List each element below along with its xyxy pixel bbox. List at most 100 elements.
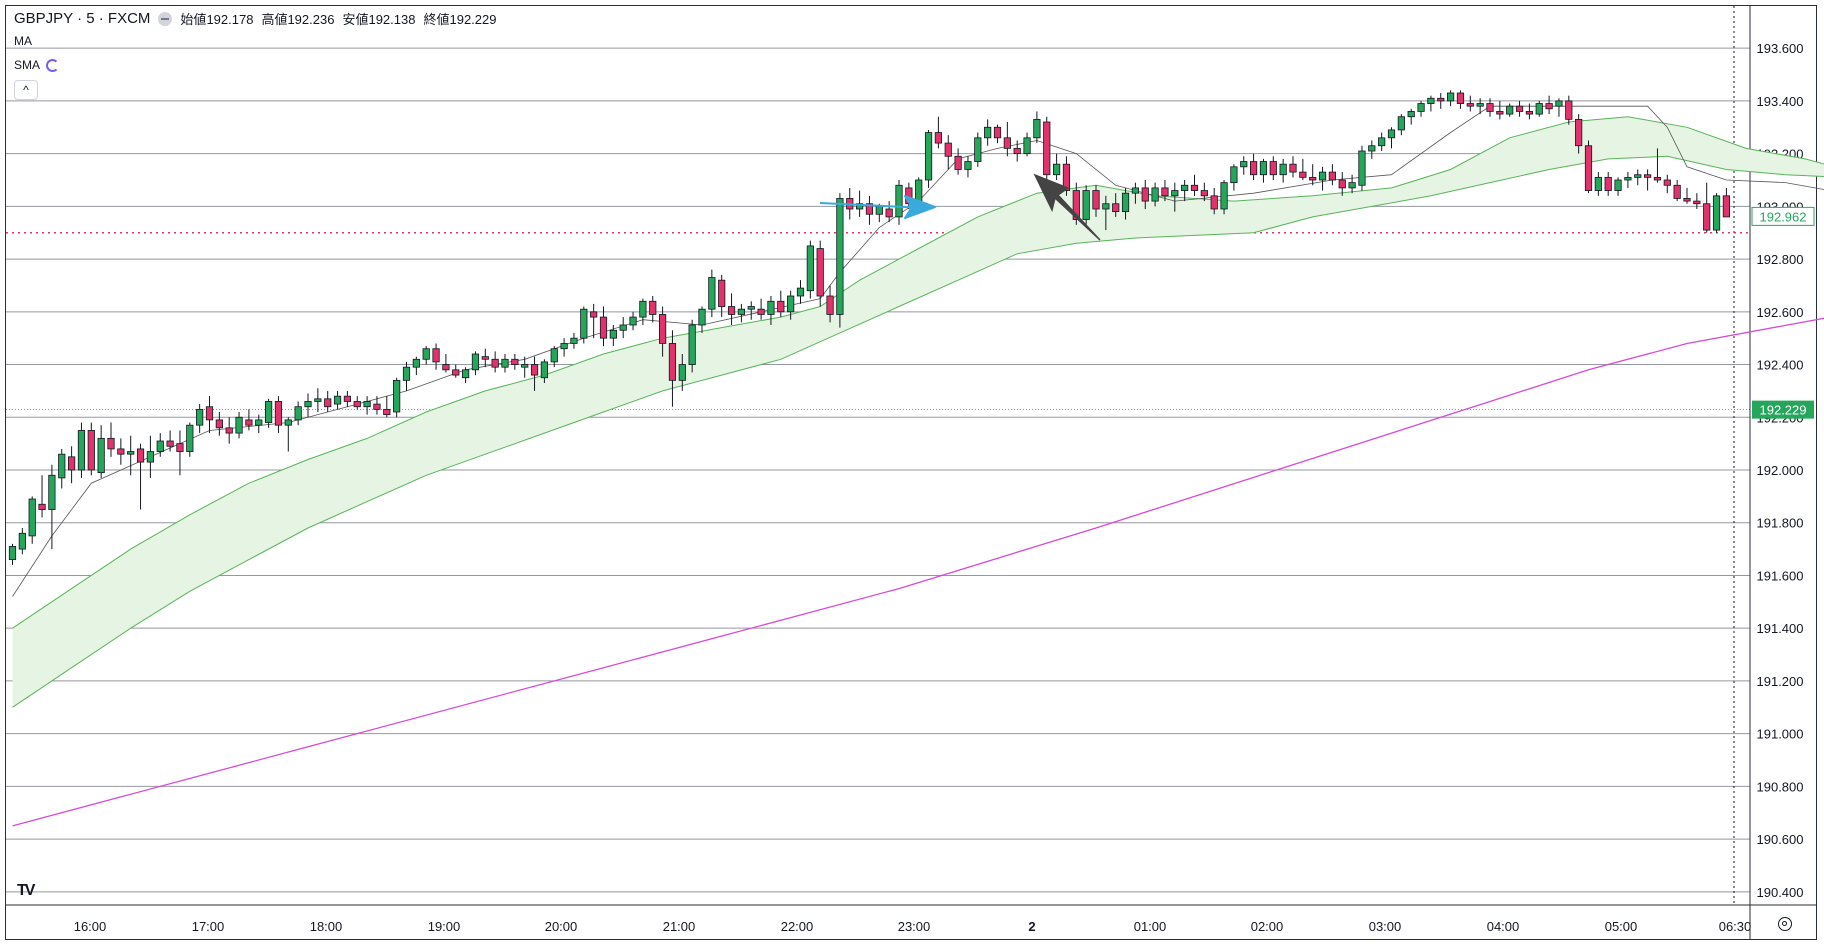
candle-body [1003,137,1011,149]
candle-body [678,364,686,381]
candle-body [264,401,273,423]
candle-body [1693,200,1701,205]
candle-body [1584,145,1593,191]
candle-body [1594,176,1602,191]
x-tick-label: 03:00 [1369,919,1402,934]
candle-body [501,358,509,368]
candle-body [461,369,470,379]
candle-body [698,308,706,326]
collapse-legend-button[interactable]: ^ [14,80,38,100]
candle-body [166,440,174,447]
candle-body [836,198,844,315]
candle-body [432,348,440,363]
candle-body [560,343,568,350]
x-tick-label: 22:00 [781,919,814,934]
candle-body [412,358,420,368]
candle-body [176,443,184,452]
candle-body [747,306,755,310]
candle-body [826,295,834,315]
candle-body [205,406,214,421]
candle-body [550,348,558,363]
visibility-icon[interactable] [158,11,173,26]
candle-body [1309,176,1317,181]
candle-body [481,356,489,360]
indicator-sma[interactable]: SMA [14,58,60,72]
candle-body [1279,163,1287,176]
y-tick-label: 190.600 [1757,832,1804,847]
candle-body [1062,163,1071,191]
symbol-title[interactable]: GBPJPY · 5 · FXCM [14,10,151,27]
candle-body [1250,161,1258,176]
candle-body [1447,92,1455,102]
candle-body [1269,161,1277,176]
candle-body [727,306,736,315]
candle-body [708,277,716,310]
ohlc-open: 始値192.178 [180,12,254,27]
candle-body [452,369,460,376]
candle-body [1131,187,1139,194]
candle-body [599,316,608,339]
candle-body [48,474,56,510]
blue-arrow-annotation [819,195,936,219]
refresh-icon[interactable] [46,58,60,72]
candle-body [1348,182,1356,189]
candle-body [885,208,893,218]
candle-body [1368,145,1376,152]
candle-body [58,453,66,479]
candle-body [964,161,972,170]
candle-body [393,379,401,413]
candle-body [1210,195,1218,210]
candle-body [235,416,243,434]
candle-body [1181,184,1189,191]
candle-body [1722,195,1730,218]
candle-body [1023,137,1031,155]
candle-body [865,203,874,215]
candle-body [1427,97,1435,104]
candle-body [38,503,46,510]
candle-body [993,126,1002,139]
candle-body [8,546,17,561]
sma-long-line [12,317,1824,827]
candle-body [333,395,342,405]
candle-body [304,401,312,408]
candle-body [934,132,943,144]
candle-body [924,132,933,181]
candle-body [1515,105,1524,112]
candle-body [540,361,549,379]
candle-body [363,401,371,408]
indicator-ma-label: MA [14,34,32,48]
candle-body [639,300,647,318]
chart-legend: GBPJPY · 5 · FXCM 始値192.178 高値192.236 安値… [14,9,496,28]
tradingview-logo-icon[interactable]: TV [17,882,36,899]
candle-body [954,155,962,170]
candle-body [107,437,115,450]
y-tick-label: 192.400 [1757,358,1804,373]
candle-body [1151,187,1159,202]
candle-body [1437,97,1445,102]
candle-body [274,401,283,426]
candle-body [1397,116,1405,131]
candle-body [737,308,746,315]
indicator-ma[interactable]: MA [14,34,32,48]
candle-body [87,430,95,471]
candle-body [1318,171,1327,181]
candle-body [1506,105,1514,115]
x-tick-label: 18:00 [310,919,343,934]
x-tick-label: 17:00 [192,919,225,934]
candle-body [196,408,204,426]
y-tick-label: 191.800 [1757,516,1804,531]
ohlc-close: 終値192.229 [423,12,497,27]
candle-body [136,448,145,463]
candle-body [718,279,726,307]
candle-body [1161,187,1169,197]
candle-body [215,419,223,429]
candle-body [530,364,539,376]
candle-body [1289,163,1297,173]
candle-body [1190,184,1199,191]
candle-body [1033,118,1041,139]
settings-icon[interactable] [1778,917,1792,931]
candle-body [294,406,302,421]
candle-body [1456,92,1465,104]
gray-arrow-annotation [1033,173,1101,241]
